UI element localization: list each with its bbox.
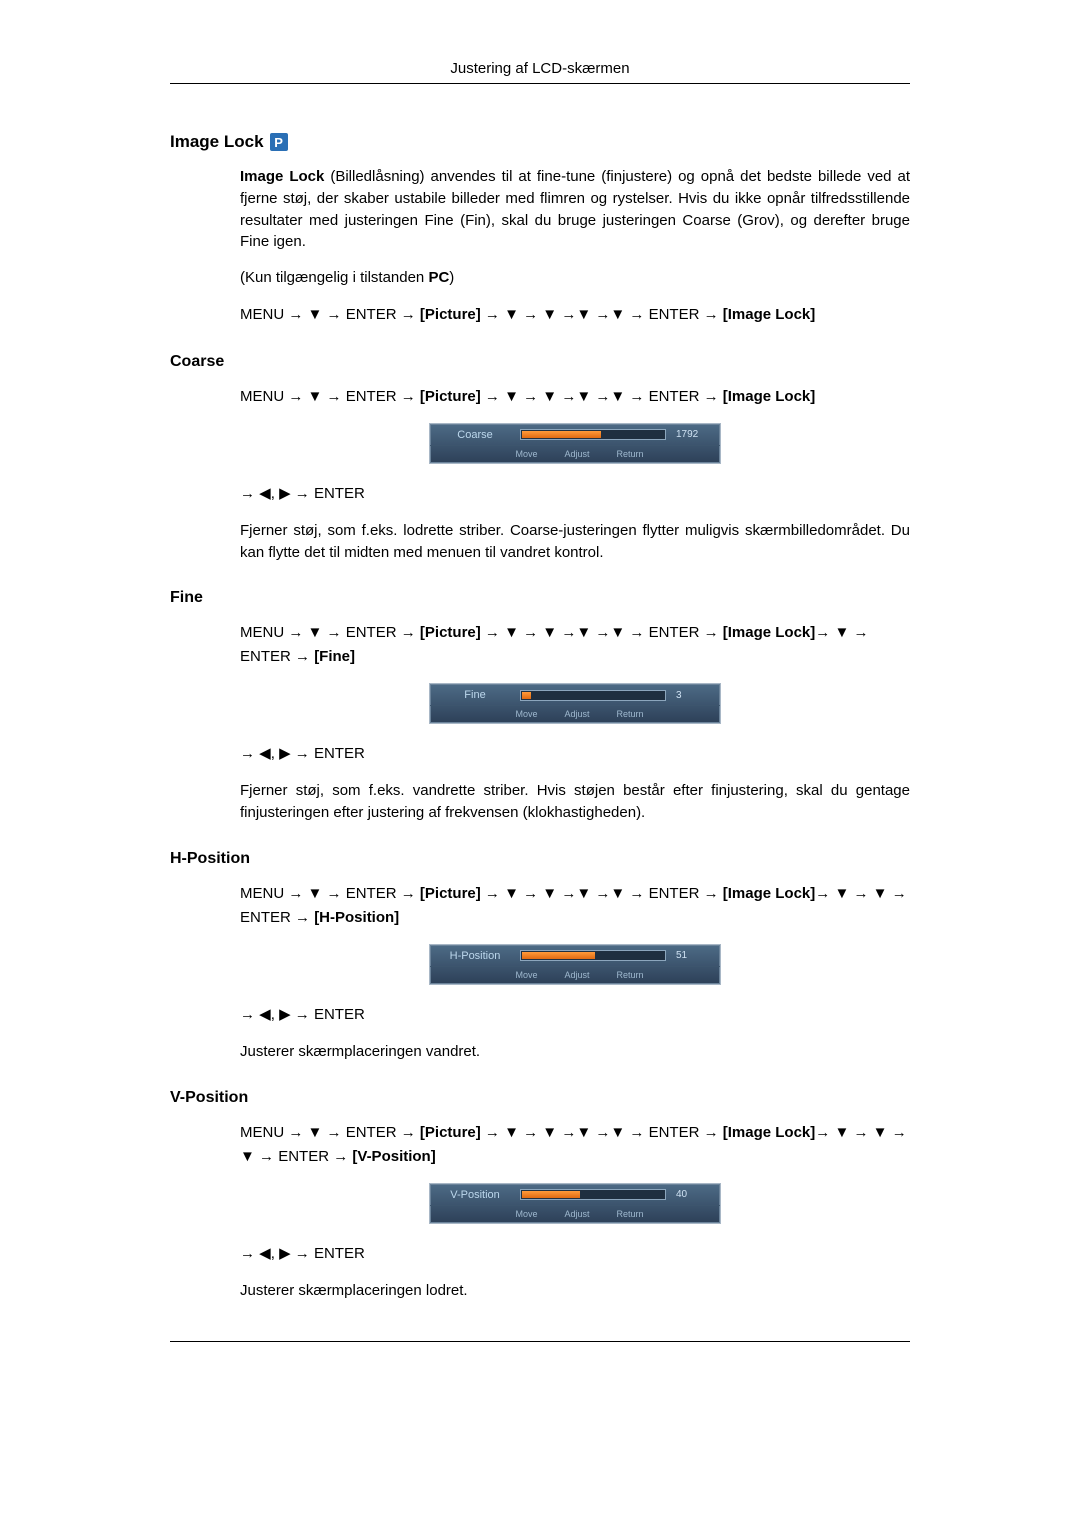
- section-title-hposition: H-Position: [170, 850, 910, 868]
- osd-move-icon: Move: [506, 709, 537, 719]
- osd-adjust-icon: Adjust: [555, 709, 589, 719]
- coarse-body: MENU → ▼ → ENTER → [Picture] → ▼ → ▼ →▼ …: [240, 385, 910, 564]
- osd-row: Coarse 1792: [430, 424, 720, 445]
- section-title-coarse: Coarse: [170, 353, 910, 371]
- vposition-body: MENU → ▼ → ENTER → [Picture] → ▼ → ▼ →▼ …: [240, 1121, 910, 1302]
- nav-path-hposition: MENU → ▼ → ENTER → [Picture] → ▼ → ▼ →▼ …: [240, 882, 910, 930]
- osd-footer: Move Adjust Return: [430, 1205, 720, 1223]
- osd-move-icon: Move: [506, 1209, 537, 1219]
- osd-slider-fill: [522, 692, 531, 699]
- osd-label: H-Position: [440, 950, 510, 962]
- image-lock-body: Image Lock (Billedlåsning) anvendes til …: [240, 166, 910, 327]
- osd-adjust-icon: Adjust: [555, 1209, 589, 1219]
- osd-coarse: Coarse 1792 Move Adjust Return: [429, 423, 721, 464]
- osd-slider: [520, 950, 666, 961]
- page-header: Justering af LCD-skærmen: [170, 60, 910, 84]
- pc-mode-badge-icon: P: [270, 133, 288, 151]
- fine-body: MENU → ▼ → ENTER → [Picture] → ▼ → ▼ →▼ …: [240, 621, 910, 824]
- pc-only-note: (Kun tilgængelig i tilstanden PC): [240, 267, 910, 289]
- fine-description: Fjerner støj, som f.eks. vandrette strib…: [240, 780, 910, 824]
- nav-path-vposition: MENU → ▼ → ENTER → [Picture] → ▼ → ▼ →▼ …: [240, 1121, 910, 1169]
- page-footer-rule: [170, 1341, 910, 1342]
- nav-adjust-enter: → ◀, ▶ → ENTER: [240, 1242, 910, 1266]
- section-title-fine: Fine: [170, 589, 910, 607]
- osd-value: 3: [676, 690, 710, 701]
- nav-adjust-enter: → ◀, ▶ → ENTER: [240, 482, 910, 506]
- osd-value: 40: [676, 1189, 710, 1200]
- osd-vposition: V-Position 40 Move Adjust Return: [429, 1183, 721, 1224]
- osd-slider: [520, 429, 666, 440]
- vposition-description: Justerer skærmplaceringen lodret.: [240, 1280, 910, 1302]
- section-title-text: Image Lock: [170, 132, 264, 152]
- osd-slider-fill: [522, 1191, 580, 1198]
- osd-row: V-Position 40: [430, 1184, 720, 1205]
- osd-row: Fine 3: [430, 684, 720, 705]
- osd-move-icon: Move: [506, 449, 537, 459]
- osd-return-icon: Return: [608, 709, 644, 719]
- osd-adjust-icon: Adjust: [555, 449, 589, 459]
- osd-footer: Move Adjust Return: [430, 705, 720, 723]
- nav-path-image-lock: MENU → ▼ → ENTER → [Picture] → ▼ → ▼ →▼ …: [240, 303, 910, 327]
- osd-slider: [520, 1189, 666, 1200]
- section-title-image-lock: Image Lock P: [170, 132, 910, 152]
- nav-adjust-enter: → ◀, ▶ → ENTER: [240, 1003, 910, 1027]
- nav-adjust-enter: → ◀, ▶ → ENTER: [240, 742, 910, 766]
- coarse-description: Fjerner støj, som f.eks. lodrette stribe…: [240, 520, 910, 564]
- osd-slider: [520, 690, 666, 701]
- osd-value: 51: [676, 950, 710, 961]
- osd-value: 1792: [676, 429, 710, 440]
- manual-page: Justering af LCD-skærmen Image Lock P Im…: [170, 60, 910, 1342]
- osd-slider-fill: [522, 431, 601, 438]
- osd-label: V-Position: [440, 1189, 510, 1201]
- bold-lead: Image Lock: [240, 168, 324, 185]
- osd-hposition: H-Position 51 Move Adjust Return: [429, 944, 721, 985]
- osd-slider-fill: [522, 952, 595, 959]
- osd-move-icon: Move: [506, 970, 537, 980]
- nav-path-fine: MENU → ▼ → ENTER → [Picture] → ▼ → ▼ →▼ …: [240, 621, 910, 669]
- image-lock-description: Image Lock (Billedlåsning) anvendes til …: [240, 166, 910, 253]
- osd-return-icon: Return: [608, 449, 644, 459]
- hposition-body: MENU → ▼ → ENTER → [Picture] → ▼ → ▼ →▼ …: [240, 882, 910, 1063]
- hposition-description: Justerer skærmplaceringen vandret.: [240, 1041, 910, 1063]
- osd-footer: Move Adjust Return: [430, 445, 720, 463]
- osd-adjust-icon: Adjust: [555, 970, 589, 980]
- osd-label: Fine: [440, 689, 510, 701]
- osd-footer: Move Adjust Return: [430, 966, 720, 984]
- osd-fine: Fine 3 Move Adjust Return: [429, 683, 721, 724]
- osd-return-icon: Return: [608, 970, 644, 980]
- section-title-vposition: V-Position: [170, 1089, 910, 1107]
- desc-rest: (Billedlåsning) anvendes til at fine-tun…: [240, 168, 910, 250]
- nav-path-coarse: MENU → ▼ → ENTER → [Picture] → ▼ → ▼ →▼ …: [240, 385, 910, 409]
- osd-row: H-Position 51: [430, 945, 720, 966]
- osd-return-icon: Return: [608, 1209, 644, 1219]
- osd-label: Coarse: [440, 429, 510, 441]
